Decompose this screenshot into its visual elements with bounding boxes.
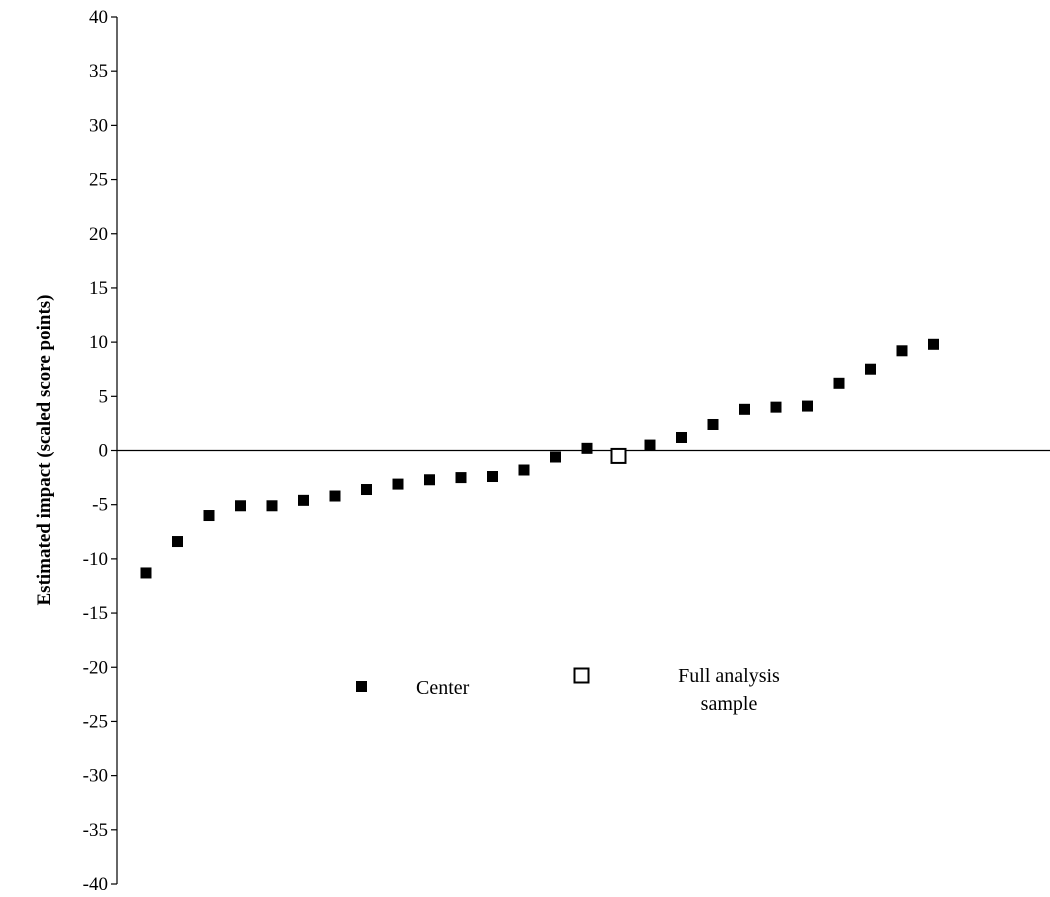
center-point: [298, 494, 309, 506]
center-point: [329, 490, 341, 502]
y-tick-label: -40: [83, 874, 108, 895]
legend: Center Full analysis sample: [356, 665, 780, 715]
center-point: [392, 478, 404, 490]
data-markers: [140, 338, 939, 579]
y-tick-label: -25: [83, 711, 108, 732]
center-point: [644, 439, 656, 451]
y-tick-label: 5: [99, 386, 109, 407]
y-tick-label: -30: [83, 766, 108, 787]
center-point: [518, 464, 530, 476]
y-tick-label: 40: [89, 7, 108, 28]
y-tick-label: -10: [83, 549, 108, 570]
y-tick-label: 30: [89, 115, 108, 136]
center-point: [676, 431, 687, 443]
center-point: [739, 403, 750, 415]
center-point: [172, 536, 183, 548]
center-point: [203, 510, 215, 522]
center-point: [865, 363, 876, 375]
center-point: [361, 484, 372, 496]
center-point: [487, 471, 498, 483]
y-tick-label: -5: [92, 495, 108, 516]
center-point: [802, 400, 813, 412]
y-tick-label: -35: [83, 820, 108, 841]
y-tick-label: 0: [99, 441, 109, 462]
center-point: [770, 401, 782, 413]
center-point: [266, 500, 278, 512]
y-tick-label: 25: [89, 170, 108, 191]
legend-full-sample-label-line1: Full analysis: [678, 665, 780, 687]
center-point: [455, 472, 467, 484]
y-tick-label: 20: [89, 224, 108, 245]
legend-full-sample-marker: [573, 667, 590, 684]
y-axis-title: Estimated impact (scaled score points): [34, 294, 55, 605]
center-point: [424, 474, 435, 486]
center-point: [235, 500, 246, 512]
center-point: [833, 377, 845, 389]
center-point: [140, 567, 152, 579]
y-tick-label: 15: [89, 278, 108, 299]
legend-center-marker: [356, 681, 367, 692]
center-point: [581, 442, 593, 454]
y-axis: 40 35 30 25 20 15 10 5 0 -5 -10 -15 -20 -25 -30 -35 -40: [83, 7, 1050, 895]
y-tick-label: -15: [83, 603, 108, 624]
y-tick-label: -20: [83, 657, 108, 678]
center-point: [928, 338, 939, 350]
legend-center-label: Center: [416, 677, 470, 699]
center-point: [896, 345, 908, 357]
legend-full-sample-label-line2: sample: [701, 693, 758, 715]
center-point: [707, 418, 719, 430]
center-point: [550, 451, 561, 463]
y-tick-label: 35: [89, 61, 108, 82]
y-tick-label: 10: [89, 332, 108, 353]
full-sample-point: [610, 447, 627, 464]
